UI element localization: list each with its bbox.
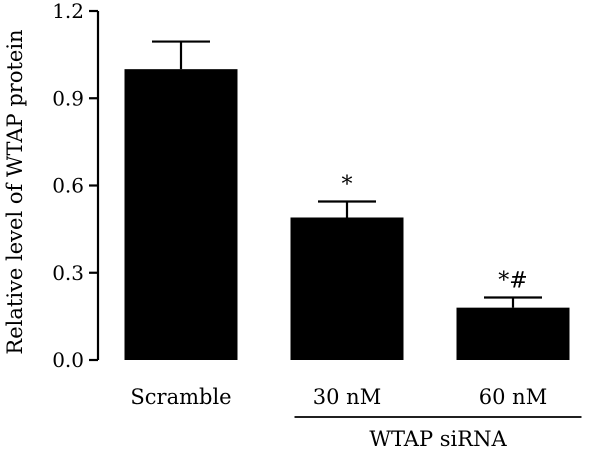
y-tick-label: 1.2 bbox=[52, 0, 84, 23]
y-tick-label: 0.6 bbox=[52, 174, 84, 198]
significance-annotation: * bbox=[342, 172, 353, 197]
bar bbox=[456, 307, 570, 360]
y-axis-title-group: Relative level of WTAP protein bbox=[3, 29, 27, 354]
plot-area: 0.0 0.3 0.6 0.9 1.2 Scramble * 30 nM *# 60 nM WTAP… bbox=[52, 0, 582, 451]
x-category-label: 30 nM bbox=[313, 385, 381, 409]
bar bbox=[124, 69, 238, 361]
bar bbox=[290, 217, 404, 360]
x-category-label: Scramble bbox=[130, 385, 231, 409]
significance-annotation: *# bbox=[498, 268, 527, 293]
y-tick-label: 0.3 bbox=[52, 261, 84, 285]
y-axis-title: Relative level of WTAP protein bbox=[3, 29, 27, 354]
y-tick-label: 0.9 bbox=[52, 86, 84, 110]
y-tick-label: 0.0 bbox=[52, 348, 84, 372]
x-category-label: 60 nM bbox=[479, 385, 547, 409]
group-label: WTAP siRNA bbox=[369, 427, 507, 451]
